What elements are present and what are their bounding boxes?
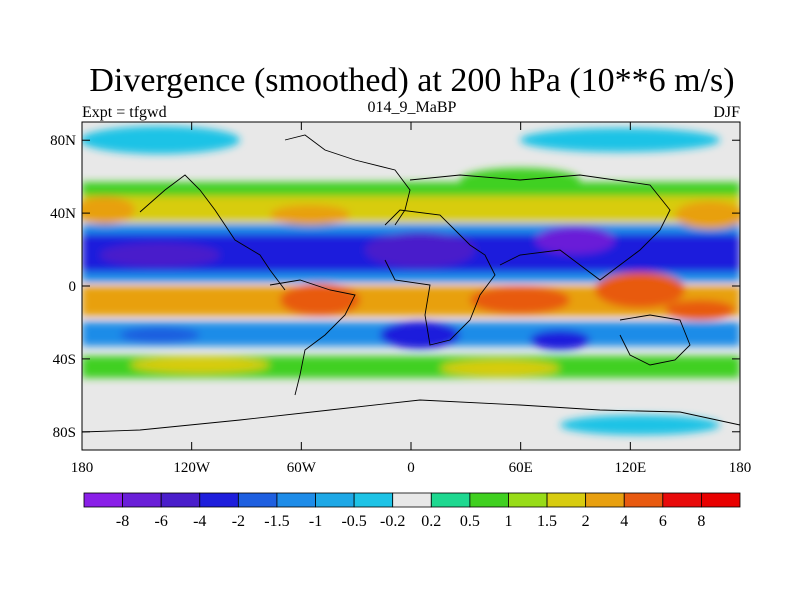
x-tick-label: 60W (287, 460, 317, 476)
coastline-antarctica (81, 399, 741, 433)
colorbar-label: -1 (309, 513, 322, 530)
colorbar-swatch (160, 492, 201, 508)
colorbar-swatch (469, 492, 509, 508)
colorbar-swatch (353, 492, 394, 508)
x-tick-label: 180 (71, 460, 94, 476)
colorbar-label: 1.5 (537, 513, 557, 530)
pos-core-south-america (280, 284, 360, 316)
colorbar-label: -6 (155, 513, 168, 530)
y-tick-label: 80N (50, 133, 76, 149)
x-tick-label: 60E (509, 460, 533, 476)
pos-core-atlantic (270, 205, 350, 225)
x-tick-label: 120E (614, 460, 646, 476)
colorbar-swatch (701, 492, 741, 508)
colorbar-swatch (237, 492, 278, 508)
coastline-africa (384, 209, 496, 346)
colorbar-label: -0.5 (341, 513, 366, 530)
colorbar-label: 8 (697, 513, 705, 530)
colorbar-swatch (122, 492, 162, 508)
coastline-south-america (269, 279, 356, 396)
pos-core-north-pacific (82, 196, 135, 224)
y-tick-label: 40S (53, 352, 76, 368)
neg-core-asia (535, 226, 615, 254)
smoothed-contours (82, 126, 740, 435)
x-tick-label: 180 (729, 460, 752, 476)
neg-arctic-west (82, 126, 240, 154)
colorbar-label: 1 (504, 513, 512, 530)
divergence-field (82, 122, 740, 450)
colorbar-swatch (508, 492, 548, 508)
x-tick-label: 120W (173, 460, 211, 476)
colorbar-swatch (546, 492, 587, 508)
neg-band-north-edge2 (82, 272, 740, 282)
pos-core-north-east (675, 201, 740, 229)
x-axis: 180 120W 60W 0 60E 120E 180 (71, 122, 752, 476)
neg-band-north-edge (82, 224, 740, 234)
chart-title: Divergence (smoothed) at 200 hPa (10**6 … (89, 62, 734, 99)
pos-core-south-1 (130, 357, 270, 373)
colorbar-swatch (199, 492, 239, 508)
neg-core-south-atlantic (380, 321, 460, 349)
coastline-australia (619, 314, 691, 366)
colorbar-label: -1.5 (264, 513, 289, 530)
pos-core-indian-ocean (470, 286, 570, 314)
neg-core-south-indian (530, 330, 590, 350)
pos-band-north-fringe (82, 182, 740, 196)
y-axis: 80N 40N 0 40S 80S (50, 133, 740, 441)
colorbar-swatch (315, 492, 355, 508)
y-tick-label: 80S (53, 425, 76, 441)
neg-core-south-pacific (120, 327, 200, 343)
season-label: DJF (713, 104, 740, 121)
colorbar-swatch (276, 492, 316, 508)
case-label: 014_9_MaBP (368, 99, 457, 116)
coastline-asia (409, 174, 671, 281)
pos-core-west-pacific (665, 300, 735, 320)
colorbar-label: -4 (193, 513, 206, 530)
neg-arctic-east (520, 128, 720, 152)
colorbar-swatch (623, 492, 664, 508)
colorbar-swatch (585, 492, 625, 508)
coastline-north-america (139, 174, 286, 291)
colorbar-swatch (662, 492, 702, 508)
colorbar-label: -8 (116, 513, 129, 530)
pos-core-south-2 (440, 360, 560, 376)
x-tick-label: 0 (407, 460, 415, 476)
coastlines (81, 134, 741, 433)
neg-core-pacific (100, 243, 220, 267)
colorbar-label: -2 (232, 513, 245, 530)
colorbar-label: 0.5 (460, 513, 480, 530)
colorbar-label: 2 (582, 513, 590, 530)
colorbar-label: 4 (620, 513, 628, 530)
pos-core-maritime (595, 272, 685, 308)
coastline-europe (284, 134, 411, 226)
colorbar-label: 6 (659, 513, 667, 530)
y-tick-label: 40N (50, 206, 76, 222)
neg-core-africa (365, 232, 475, 268)
pos-band-north (82, 196, 740, 222)
colorbar-swatch (83, 492, 123, 508)
colorbar-swatch (430, 492, 471, 508)
y-tick-label: 0 (69, 279, 77, 295)
experiment-label: Expt = tfgwd (82, 104, 167, 121)
colorbar-swatch (392, 492, 432, 508)
colorbar-label: -0.2 (380, 513, 405, 530)
neg-antarctic (560, 415, 720, 435)
colorbar-label: 0.2 (421, 513, 441, 530)
colorbar: -8 -6 -4 -2 -1.5 -1 -0.5 -0.2 0.2 0.5 1 1.5 2 4 6 8 (83, 492, 741, 530)
